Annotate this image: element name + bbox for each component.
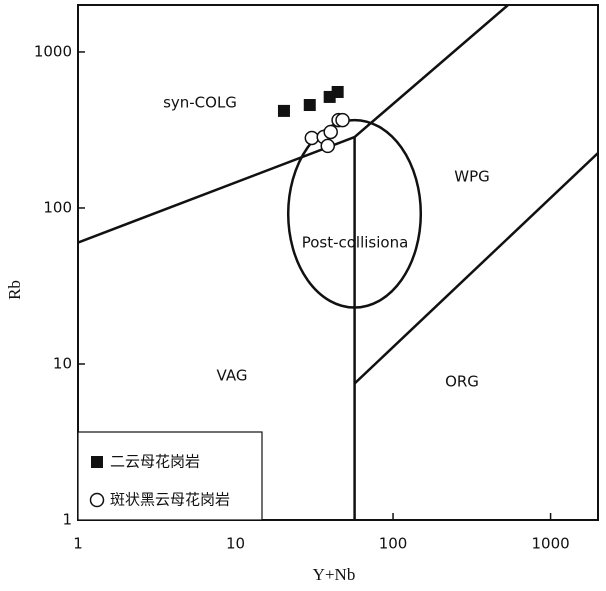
x-tick-label: 1000 xyxy=(531,535,569,553)
region-label: ORG xyxy=(445,373,479,391)
legend-marker xyxy=(89,492,105,508)
legend-label: 二云母花岗岩 xyxy=(110,453,200,471)
post-collision-field xyxy=(286,118,423,309)
boundary-line xyxy=(353,152,598,385)
y-tick-label: 1 xyxy=(62,511,72,529)
region-label: VAG xyxy=(217,367,248,385)
y-axis-label: Rb xyxy=(5,280,24,300)
point xyxy=(335,112,350,128)
point xyxy=(304,130,320,146)
point xyxy=(320,138,336,154)
legend-box xyxy=(77,431,263,521)
x-tick-label: 10 xyxy=(226,535,245,553)
boundaries xyxy=(78,5,598,520)
region-label: WPG xyxy=(454,168,490,186)
region-label: Post-collisiona xyxy=(302,234,409,252)
x-tick-label: 1 xyxy=(73,535,83,553)
point xyxy=(303,99,316,112)
y-tick-label: 100 xyxy=(43,198,72,216)
legend-label: 斑状黑云母花岗岩 xyxy=(110,491,230,509)
x-axis-label: Y+Nb xyxy=(313,565,356,584)
legend-marker xyxy=(91,456,103,468)
point xyxy=(331,85,344,98)
point xyxy=(323,124,338,140)
boundary-line xyxy=(78,5,509,244)
x-tick-label: 100 xyxy=(379,535,408,553)
y-tick-label: 10 xyxy=(53,354,72,372)
region-label: syn-COLG xyxy=(163,94,237,112)
y-tick-label: 1000 xyxy=(34,42,72,60)
plot-frame xyxy=(77,4,599,521)
point xyxy=(277,104,290,117)
